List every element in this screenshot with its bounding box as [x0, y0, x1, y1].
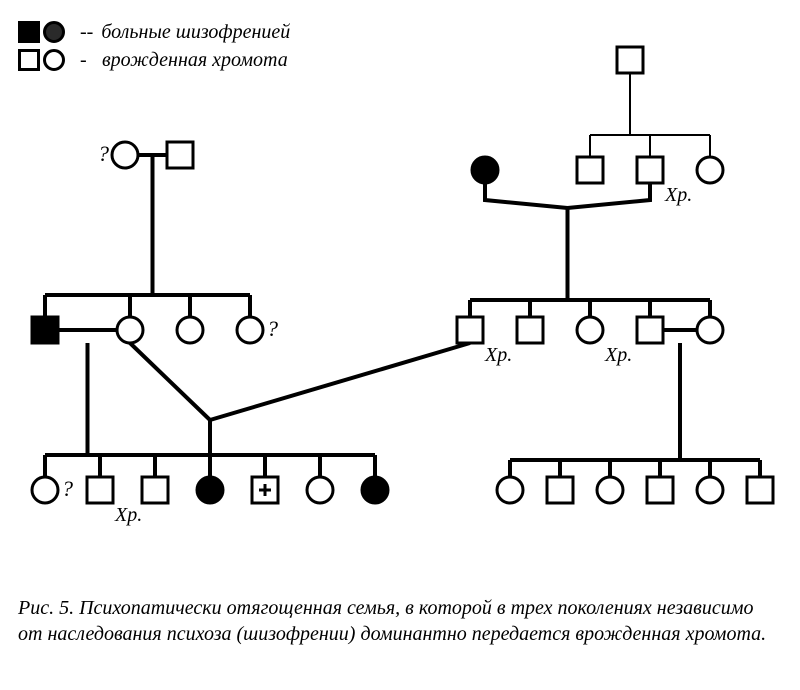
female-node: [197, 477, 223, 503]
female-node: [112, 142, 138, 168]
xp-label: Хр.: [484, 344, 512, 366]
female-node: [697, 317, 723, 343]
male-node: [517, 317, 543, 343]
male-node: [167, 142, 193, 168]
male-node: [747, 477, 773, 503]
male-node: [457, 317, 483, 343]
male-node: [547, 477, 573, 503]
female-node: [117, 317, 143, 343]
female-node: [697, 157, 723, 183]
female-node: [362, 477, 388, 503]
xp-label: Хр.: [604, 344, 632, 366]
female-node: [177, 317, 203, 343]
female-node: [497, 477, 523, 503]
question-mark: ?: [98, 141, 109, 166]
male-node: [32, 317, 58, 343]
xp-label: Хр.: [664, 184, 692, 206]
question-mark: ?: [267, 316, 278, 341]
female-node: [472, 157, 498, 183]
question-mark: ?: [62, 476, 73, 501]
pedigree-diagram: Хр.? Хр. Хр.?? Хр.: [0, 0, 800, 690]
male-node: [577, 157, 603, 183]
female-node: [237, 317, 263, 343]
female-node: [32, 477, 58, 503]
female-node: [307, 477, 333, 503]
xp-label: Хр.: [114, 504, 142, 526]
male-node: [617, 47, 643, 73]
female-node: [597, 477, 623, 503]
male-node: [637, 157, 663, 183]
female-node: [697, 477, 723, 503]
male-node: [142, 477, 168, 503]
female-node: [577, 317, 603, 343]
male-node: [647, 477, 673, 503]
figure-caption: Рис. 5. Психопатически отягощенная семья…: [18, 595, 782, 647]
male-node: [637, 317, 663, 343]
male-node: [87, 477, 113, 503]
